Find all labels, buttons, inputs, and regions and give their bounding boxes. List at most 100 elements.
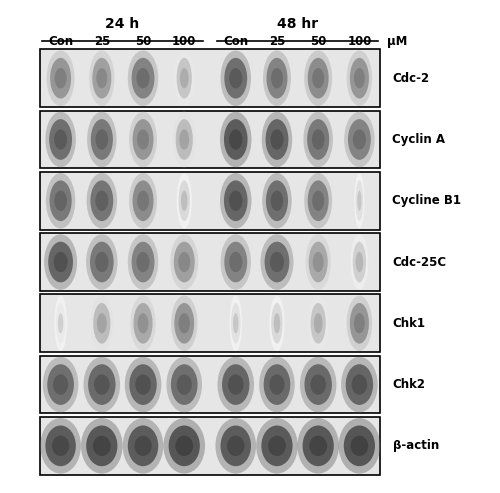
Ellipse shape [54,68,66,88]
Ellipse shape [350,58,369,99]
Text: Chk2: Chk2 [392,378,426,391]
Ellipse shape [352,242,366,282]
Ellipse shape [96,191,108,211]
Ellipse shape [260,234,294,290]
Ellipse shape [271,68,283,88]
Ellipse shape [90,242,114,282]
Ellipse shape [354,173,364,229]
Ellipse shape [86,234,118,290]
Ellipse shape [173,112,196,167]
Text: Con: Con [223,35,248,48]
Ellipse shape [300,357,337,412]
Ellipse shape [54,295,67,351]
Ellipse shape [97,313,106,333]
Text: Con: Con [48,35,73,48]
Ellipse shape [224,242,247,282]
Ellipse shape [136,252,149,272]
Ellipse shape [170,234,198,290]
Ellipse shape [229,129,242,150]
Ellipse shape [231,303,240,344]
Ellipse shape [176,374,192,395]
Ellipse shape [304,112,333,167]
Ellipse shape [176,173,192,229]
Ellipse shape [96,68,108,88]
Ellipse shape [350,234,368,290]
Ellipse shape [307,119,329,160]
Text: 48 hr: 48 hr [277,17,318,31]
Bar [40,172,380,230]
Ellipse shape [312,191,324,211]
Ellipse shape [229,191,242,211]
Ellipse shape [174,242,195,282]
Ellipse shape [54,191,67,211]
Ellipse shape [346,364,373,405]
Bar [40,355,380,414]
Ellipse shape [224,119,248,160]
Ellipse shape [178,252,190,272]
Ellipse shape [308,295,328,351]
Ellipse shape [264,242,289,282]
Ellipse shape [220,112,252,167]
Bar [40,49,380,107]
Ellipse shape [137,191,149,211]
Ellipse shape [92,58,112,99]
Ellipse shape [266,180,288,221]
Ellipse shape [259,357,294,412]
Ellipse shape [262,112,292,167]
Ellipse shape [346,50,372,106]
Ellipse shape [344,425,375,466]
Ellipse shape [46,112,76,167]
Ellipse shape [180,68,188,88]
Ellipse shape [229,252,242,272]
Ellipse shape [50,180,72,221]
Bar [40,233,380,291]
Text: 100: 100 [347,35,372,48]
Ellipse shape [125,357,162,412]
Ellipse shape [46,50,74,106]
Ellipse shape [354,313,365,333]
Ellipse shape [304,50,332,106]
Ellipse shape [218,357,254,412]
Ellipse shape [356,180,363,221]
Ellipse shape [171,364,198,405]
Ellipse shape [310,303,326,344]
Ellipse shape [87,112,117,167]
Ellipse shape [88,364,116,405]
Ellipse shape [166,357,202,412]
Ellipse shape [129,173,157,229]
Ellipse shape [94,303,110,344]
Ellipse shape [58,313,64,333]
Ellipse shape [308,58,328,99]
Ellipse shape [266,119,288,160]
Text: 25: 25 [94,35,110,48]
Ellipse shape [304,173,332,229]
Bar [40,110,380,169]
Ellipse shape [176,119,193,160]
Ellipse shape [174,303,194,344]
Ellipse shape [304,364,332,405]
Ellipse shape [56,303,66,344]
Ellipse shape [91,119,113,160]
Ellipse shape [132,180,154,221]
Text: 24 h: 24 h [106,17,140,31]
Text: 50: 50 [135,35,151,48]
Ellipse shape [262,425,292,466]
Ellipse shape [270,252,284,272]
Ellipse shape [136,68,149,88]
Ellipse shape [272,303,282,344]
Ellipse shape [128,234,158,290]
Ellipse shape [128,425,158,466]
Ellipse shape [344,112,374,167]
Text: 100: 100 [172,35,197,48]
Text: 50: 50 [310,35,326,48]
Ellipse shape [350,436,368,456]
Text: 25: 25 [269,35,285,48]
Ellipse shape [352,374,367,395]
Ellipse shape [164,418,205,474]
Ellipse shape [216,418,256,474]
Ellipse shape [135,374,151,395]
Ellipse shape [306,234,331,290]
Ellipse shape [180,129,189,150]
Ellipse shape [132,119,154,160]
Ellipse shape [132,242,154,282]
